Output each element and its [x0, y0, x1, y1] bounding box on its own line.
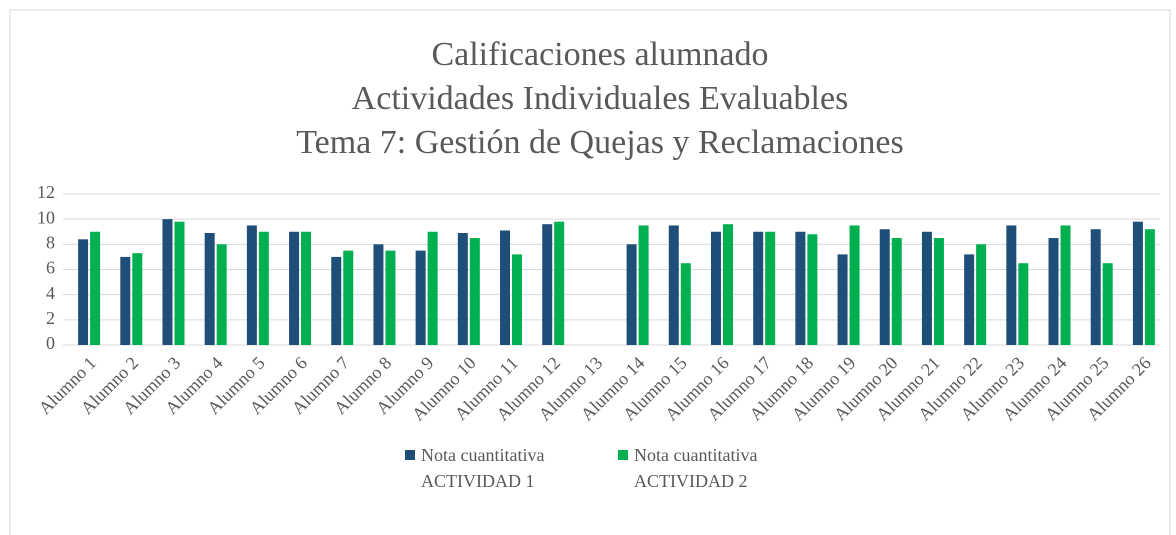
y-tick-label: 0: [46, 333, 55, 353]
bar: [1090, 229, 1101, 345]
bar: [331, 256, 342, 345]
bar: [301, 231, 312, 345]
y-tick-label: 2: [46, 308, 55, 328]
bar: [849, 225, 860, 345]
bar: [879, 229, 890, 345]
legend-item: Nota cuantitativa ACTIVIDAD 1: [405, 442, 606, 494]
legend-swatch: [618, 450, 628, 460]
legend-swatch: [405, 450, 415, 460]
bar: [1144, 229, 1155, 345]
bar: [753, 231, 764, 345]
bar: [373, 244, 384, 345]
bar: [162, 219, 173, 345]
bar: [78, 239, 89, 345]
legend-label: Nota cuantitativa ACTIVIDAD 2: [634, 445, 758, 491]
chart-title: Actividades Individuales Evaluables: [352, 80, 849, 117]
bar: [174, 221, 185, 345]
y-tick-label: 4: [46, 283, 55, 303]
chart-title: Tema 7: Gestión de Quejas y Reclamacione…: [296, 124, 904, 161]
bar: [457, 233, 468, 345]
bar: [204, 233, 215, 345]
bar: [638, 225, 649, 345]
chart-border: [9, 9, 1171, 535]
bar: [921, 231, 932, 345]
bar: [837, 254, 848, 345]
bar: [132, 253, 143, 345]
bar: [964, 254, 975, 345]
chart-title: Calificaciones alumnado: [431, 36, 768, 73]
y-tick-label: 12: [37, 182, 55, 202]
bar: [807, 234, 818, 345]
bar: [469, 238, 480, 345]
bar: [765, 231, 776, 345]
y-tick-label: 6: [46, 258, 55, 278]
bar: [1060, 225, 1071, 345]
bar: [710, 231, 721, 345]
bar: [258, 231, 269, 345]
legend-item: Nota cuantitativa ACTIVIDAD 2: [618, 442, 819, 494]
bar: [976, 244, 987, 345]
bar: [427, 231, 438, 345]
bar: [668, 225, 679, 345]
bar: [795, 231, 806, 345]
bar: [722, 224, 733, 345]
legend-label: Nota cuantitativa ACTIVIDAD 1: [421, 445, 545, 491]
bar: [933, 238, 944, 345]
bar: [1018, 263, 1029, 345]
bar: [90, 231, 101, 345]
bar: [512, 254, 523, 345]
bar: [385, 250, 396, 345]
bar: [1132, 221, 1143, 345]
bar: [542, 224, 553, 345]
y-tick-label: 10: [37, 207, 55, 227]
bar: [1102, 263, 1113, 345]
bar: [680, 263, 691, 345]
bar: [216, 244, 227, 345]
bar: [891, 238, 902, 345]
bar: [415, 250, 426, 345]
bar: [120, 256, 131, 345]
y-tick-label: 8: [46, 232, 55, 252]
bar: [1006, 225, 1017, 345]
bar: [626, 244, 637, 345]
bar: [246, 225, 257, 345]
bar: [343, 250, 354, 345]
bar: [1048, 238, 1059, 345]
bar: [289, 231, 300, 345]
bar: [500, 230, 511, 345]
bar: [554, 221, 565, 345]
